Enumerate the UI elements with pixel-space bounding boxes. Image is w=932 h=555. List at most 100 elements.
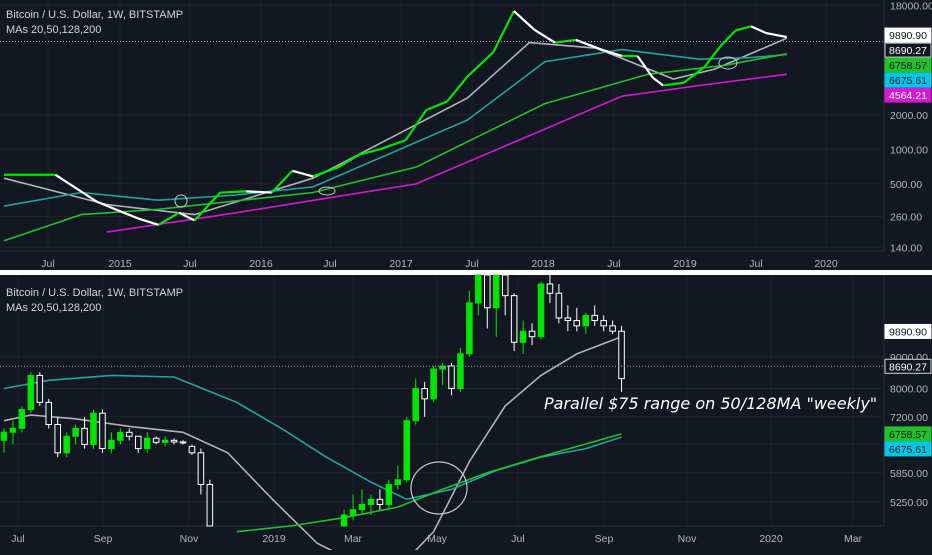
candle-body: [90, 412, 97, 445]
price-segment: [54, 173, 98, 203]
candle-body: [126, 431, 133, 437]
top-y-axis: 18000.00 2000.00 1000.00 500.00 260.00 140.00: [890, 0, 932, 254]
price-segment: [601, 48, 623, 58]
ma-128-line: [3, 53, 787, 242]
candle-body: [519, 330, 527, 343]
price-segment: [533, 28, 556, 44]
candle-body: [72, 427, 79, 437]
y-tick-label: 7200.00: [890, 412, 928, 424]
price-segment: [157, 211, 180, 226]
candle-body: [439, 365, 446, 370]
price-label-text: 6675.61: [889, 444, 927, 456]
x-tick-label: Mar: [844, 533, 863, 545]
candle-body: [609, 325, 616, 332]
candle-body: [143, 437, 151, 450]
candle-body: [510, 295, 518, 343]
price-segment: [404, 109, 428, 141]
y-tick-label: 2000.00: [890, 110, 928, 122]
candle-body: [564, 317, 572, 322]
x-tick-label: 2020: [814, 258, 838, 270]
price-segment: [513, 10, 536, 31]
price-label-text: 9890.90: [889, 326, 927, 338]
x-tick-label: Sep: [94, 533, 113, 545]
price-label-box: [884, 57, 932, 73]
candle-body: [412, 388, 419, 422]
bottom-highlight-circle-may: [410, 461, 468, 515]
candle-body: [161, 439, 169, 443]
x-tick-label: Nov: [180, 533, 199, 545]
x-tick-label: 2019: [673, 258, 697, 270]
top-price-series: [4, 10, 788, 226]
top-highlight-circle-2016: [318, 186, 336, 196]
price-segment: [96, 200, 139, 220]
candle-body: [152, 437, 160, 443]
y-tick-label: 5250.00: [890, 497, 928, 509]
top-price-labels: 9890.90 8690.27 6758.57 6675.61 4564.21: [884, 27, 932, 103]
candle-body: [546, 283, 554, 294]
price-segment: [652, 76, 664, 87]
candle-body: [501, 274, 509, 297]
price-label-box: [884, 358, 932, 374]
y-tick-label: 8000.00: [890, 384, 928, 396]
price-label-box: [884, 323, 932, 339]
x-tick-label: May: [427, 533, 448, 545]
price-segment: [292, 169, 314, 178]
candle-body: [466, 302, 473, 355]
candle-body: [206, 484, 214, 527]
candle-body: [188, 445, 196, 454]
price-segment: [193, 191, 222, 222]
bottom-chart-subtitle: MAs 20,50,128,200: [6, 302, 101, 314]
candle-body: [45, 401, 53, 425]
x-tick-label: 2017: [389, 258, 413, 270]
candle-body: [179, 441, 187, 444]
price-segment: [425, 100, 448, 112]
candle-body: [0, 431, 8, 441]
bottom-price-labels: 9890.90 8690.27 6758.57 6675.61: [884, 323, 932, 457]
candle-body: [340, 514, 348, 527]
x-tick-label: Jul: [41, 258, 54, 270]
y-tick-label: 1000.00: [890, 144, 928, 156]
candle-body: [197, 452, 205, 486]
top-chart-subtitle: MAs 20,50,128,200: [6, 24, 101, 36]
x-tick-label: Jul: [511, 533, 524, 545]
price-segment: [312, 166, 340, 178]
candle-body: [448, 365, 455, 390]
candle-body: [492, 274, 500, 309]
chart-annotation: Parallel $75 range on 50/128MA "weekly": [544, 394, 877, 413]
price-label-box: [884, 426, 932, 442]
candle-body: [528, 330, 536, 338]
candle-body: [54, 423, 61, 454]
price-segment: [466, 51, 495, 78]
price-segment: [765, 31, 788, 39]
price-label-box: [884, 27, 932, 43]
candle-body: [117, 431, 124, 441]
y-tick-label: 140.00: [890, 242, 922, 254]
candle-body: [430, 368, 437, 400]
price-label-text: 4564.21: [889, 90, 927, 102]
candle-body: [9, 427, 17, 433]
x-tick-label: 2020: [759, 533, 783, 545]
price-segment: [271, 170, 294, 194]
top-highlight-circle-2019: [718, 56, 738, 70]
candle-body: [457, 353, 464, 390]
price-segment: [683, 66, 706, 84]
x-tick-label: 2016: [249, 258, 273, 270]
bottom-x-axis: Jul Sep Nov 2019 Mar May Jul Sep Nov 2020 Mar: [11, 533, 862, 545]
y-tick-label: 5850.00: [890, 468, 928, 480]
price-segment: [446, 75, 469, 103]
top-pane: Jul 2015 Jul 2016 Jul 2017 Jul 2018 Jul 2019 Jul 20…: [0, 0, 932, 270]
candle-body: [108, 439, 115, 450]
pane-separator: [0, 270, 932, 275]
price-segment: [663, 81, 684, 87]
x-tick-label: Jul: [11, 533, 24, 545]
candle-body: [600, 320, 607, 327]
candle-body: [403, 420, 411, 481]
price-label-box: [884, 42, 932, 58]
x-tick-label: Jul: [465, 258, 478, 270]
price-segment: [220, 190, 247, 194]
top-highlight-circle-2015: [174, 194, 188, 208]
price-segment: [636, 55, 654, 79]
bottom-pane: Jul Sep Nov 2019 Mar May Jul Sep Nov 2020 Mar 9000…: [0, 274, 932, 555]
price-label-text: 9890.90: [889, 30, 927, 42]
